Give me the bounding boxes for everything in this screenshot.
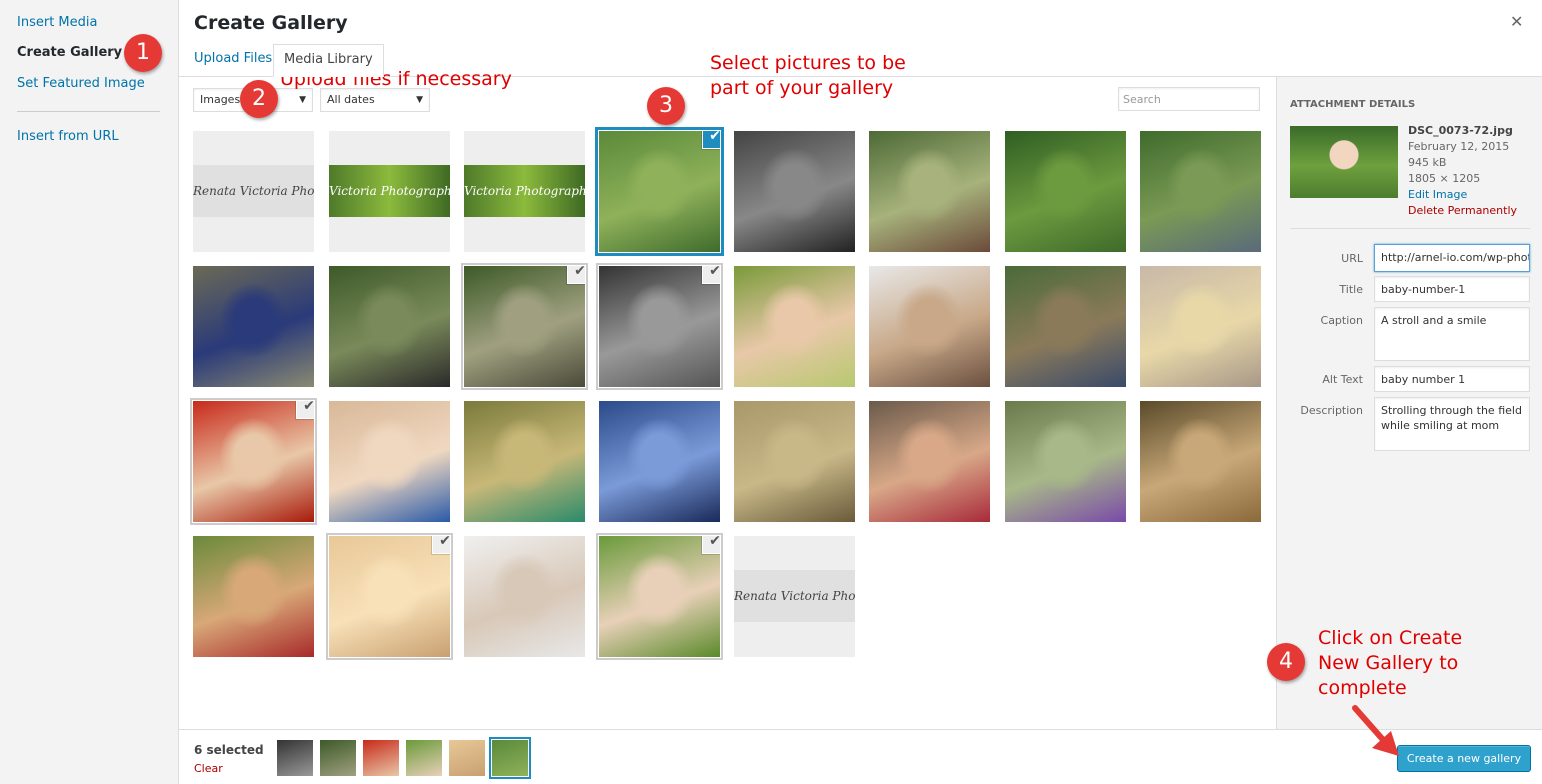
title-field[interactable]: baby-number-1: [1374, 276, 1530, 302]
attachment-thumbnail[interactable]: [193, 266, 314, 387]
step-badge-1: 1: [124, 34, 162, 72]
menu-separator: [17, 111, 160, 112]
frame-title: Create Gallery: [194, 12, 348, 34]
attachment-thumbnail[interactable]: [599, 401, 720, 522]
clear-selection-link[interactable]: Clear: [194, 762, 223, 775]
date-filter-value: All dates: [327, 93, 375, 106]
alt-text-label: Alt Text: [1322, 373, 1363, 386]
url-field[interactable]: http://arnel-io.com/wp-photo: [1374, 244, 1530, 272]
attachment-thumbnail[interactable]: Renata Victoria Photography: [193, 131, 314, 252]
date-filter-select[interactable]: All dates ▼: [320, 88, 430, 112]
attachment-thumbnail[interactable]: Victoria Photography: [329, 131, 450, 252]
search-input[interactable]: [1118, 87, 1260, 111]
checkmark-icon[interactable]: ✔: [703, 536, 720, 553]
close-icon[interactable]: ✕: [1510, 12, 1524, 31]
watermark-banner: Victoria Photography: [464, 165, 585, 217]
selection-count: 6 selected: [194, 743, 264, 757]
caption-field[interactable]: A stroll and a smile: [1374, 307, 1530, 361]
menu-insert-from-url[interactable]: Insert from URL: [17, 129, 119, 144]
attachment-thumbnail[interactable]: [329, 266, 450, 387]
menu-set-featured-image[interactable]: Set Featured Image: [17, 76, 145, 91]
attachment-thumbnail[interactable]: [1140, 131, 1261, 252]
attachment-thumbnail[interactable]: [193, 536, 314, 657]
selected-thumbnail[interactable]: [449, 740, 485, 776]
attachment-thumbnail[interactable]: [1005, 131, 1126, 252]
description-label: Description: [1300, 404, 1363, 417]
chevron-down-icon: ▼: [416, 95, 423, 105]
create-gallery-button[interactable]: Create a new gallery: [1397, 745, 1531, 772]
details-separator: [1290, 228, 1530, 229]
selected-thumbnail[interactable]: [320, 740, 356, 776]
delete-permanently-link[interactable]: Delete Permanently: [1408, 204, 1518, 217]
attachment-thumbnail[interactable]: [1140, 266, 1261, 387]
watermark-banner: Renata Victoria Photography: [193, 165, 314, 217]
attachment-thumbnail[interactable]: [734, 131, 855, 252]
note-create-gallery-2: New Gallery to: [1318, 652, 1459, 674]
step-badge-3: 3: [647, 87, 685, 125]
note-create-gallery-3: complete: [1318, 677, 1407, 699]
caption-label: Caption: [1320, 314, 1363, 327]
checkmark-icon[interactable]: ✔: [568, 266, 585, 283]
selected-thumbnail[interactable]: [363, 740, 399, 776]
menu-create-gallery[interactable]: Create Gallery: [17, 45, 123, 60]
selected-thumbnail[interactable]: [277, 740, 313, 776]
url-label: URL: [1341, 252, 1363, 265]
checkmark-icon[interactable]: ✔: [703, 131, 720, 148]
attachment-date: February 12, 2015: [1408, 140, 1510, 153]
chevron-down-icon: ▼: [299, 95, 306, 105]
attachment-dimensions: 1805 × 1205: [1408, 172, 1481, 185]
watermark-banner: Victoria Photography: [329, 165, 450, 217]
attachment-thumbnail[interactable]: ✔: [599, 266, 720, 387]
type-filter-value: Images: [200, 93, 241, 106]
attachment-thumbnail[interactable]: ✔: [599, 536, 720, 657]
menu-insert-media[interactable]: Insert Media: [17, 15, 98, 30]
attachment-thumbnail[interactable]: [869, 401, 990, 522]
attachment-thumbnail[interactable]: ✔: [599, 131, 720, 252]
attachment-details-heading: ATTACHMENT DETAILS: [1290, 99, 1416, 110]
attachment-thumbnail[interactable]: ✔: [464, 266, 585, 387]
attachment-thumbnail[interactable]: [464, 536, 585, 657]
note-create-gallery-1: Click on Create: [1318, 627, 1463, 649]
step-badge-2: 2: [240, 80, 278, 118]
note-select-pictures-1: Select pictures to be: [710, 52, 906, 74]
tab-media-library[interactable]: Media Library: [273, 44, 384, 77]
arrow-pointer-icon: [1352, 705, 1399, 756]
checkmark-icon[interactable]: ✔: [297, 401, 314, 418]
attachment-thumbnail[interactable]: ✔: [329, 536, 450, 657]
alt-text-field[interactable]: baby number 1: [1374, 366, 1530, 392]
tab-bar-divider: [179, 76, 1542, 77]
attachment-thumbnail[interactable]: [734, 401, 855, 522]
tab-upload-files[interactable]: Upload Files: [194, 51, 273, 66]
description-field[interactable]: Strolling through the field while smilin…: [1374, 397, 1530, 451]
attachment-thumbnail[interactable]: [464, 401, 585, 522]
attachment-thumbnail[interactable]: Victoria Photography: [464, 131, 585, 252]
attachment-thumbnail[interactable]: Renata Victoria Photography: [734, 536, 855, 657]
step-badge-4: 4: [1267, 643, 1305, 681]
attachment-thumbnail[interactable]: ✔: [193, 401, 314, 522]
attachment-thumbnail[interactable]: [1005, 266, 1126, 387]
attachment-thumbnail[interactable]: [1005, 401, 1126, 522]
attachment-thumbnail[interactable]: [869, 131, 990, 252]
media-menu: Insert Media Create Gallery Set Featured…: [0, 0, 179, 784]
checkmark-icon[interactable]: ✔: [703, 266, 720, 283]
attachment-thumbnail[interactable]: [734, 266, 855, 387]
attachment-size: 945 kB: [1408, 156, 1447, 169]
watermark-banner: Renata Victoria Photography: [734, 570, 855, 622]
checkmark-icon[interactable]: ✔: [433, 536, 450, 553]
attachment-thumbnail: [1290, 126, 1398, 198]
attachment-filename: DSC_0073-72.jpg: [1408, 124, 1513, 137]
title-label: Title: [1339, 283, 1363, 296]
selected-thumbnail[interactable]: [492, 740, 528, 776]
selected-thumbnail[interactable]: [406, 740, 442, 776]
note-select-pictures-2: part of your gallery: [710, 77, 894, 99]
attachment-thumbnail[interactable]: [1140, 401, 1261, 522]
attachment-thumbnail[interactable]: [329, 401, 450, 522]
edit-image-link[interactable]: Edit Image: [1408, 188, 1468, 201]
attachment-thumbnail[interactable]: [869, 266, 990, 387]
